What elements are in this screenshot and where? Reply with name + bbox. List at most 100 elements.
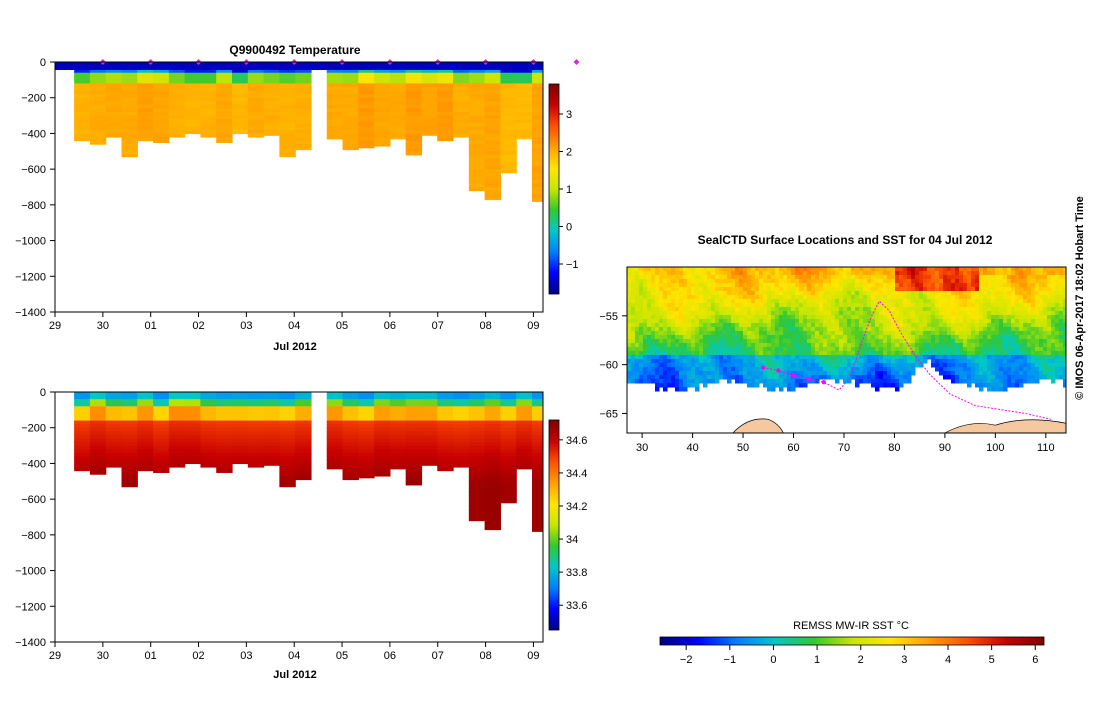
- temperature-cell: [548, 62, 564, 66]
- sst-cell: [1023, 299, 1028, 304]
- sst-cell: [687, 371, 692, 376]
- temperature-cell: [595, 119, 611, 123]
- sst-cell: [811, 331, 816, 336]
- salinity-cell: [453, 410, 469, 414]
- sst-cell: [855, 343, 860, 348]
- sst-cell: [691, 295, 696, 300]
- temperature-cell: [279, 133, 295, 137]
- sst-cell: [783, 335, 788, 340]
- sst-cell: [667, 275, 672, 280]
- sst-cell: [971, 371, 976, 376]
- sst-cell: [799, 287, 804, 292]
- sst-cell: [767, 295, 772, 300]
- sst-cell: [999, 275, 1004, 280]
- sst-cell: [695, 339, 700, 344]
- temperature-cell: [595, 137, 611, 141]
- sst-cell: [1027, 335, 1032, 340]
- temperature-cell: [343, 126, 359, 130]
- sst-cell: [947, 311, 952, 316]
- sst-cell: [835, 267, 840, 272]
- temperature-profile: [611, 62, 627, 143]
- sst-cell: [883, 315, 888, 320]
- sst-cell: [783, 275, 788, 280]
- sst-cell: [631, 319, 636, 324]
- sst-cell: [795, 355, 800, 360]
- salinity-profile: [579, 392, 595, 471]
- salinity-cell: [279, 456, 295, 460]
- salinity-cell: [532, 499, 548, 503]
- sst-cell: [887, 291, 892, 296]
- sst-cell: [635, 315, 640, 320]
- salinity-cell: [469, 463, 485, 467]
- sst-cell: [675, 299, 680, 304]
- sst-cell: [979, 315, 984, 320]
- sst-cell: [827, 315, 832, 320]
- sst-cell: [1043, 343, 1048, 348]
- sst-cell: [907, 351, 912, 356]
- temperature-cell: [358, 112, 374, 116]
- sst-cell: [631, 331, 636, 336]
- sst-cell: [735, 283, 740, 288]
- salinity-cell: [421, 435, 437, 439]
- sst-cell: [707, 291, 712, 296]
- salinity-cell: [279, 471, 295, 475]
- sst-cell: [859, 279, 864, 284]
- sst-cell: [955, 267, 960, 272]
- temperature-cell: [469, 144, 485, 148]
- sst-cell: [731, 367, 736, 372]
- sst-cell: [963, 371, 968, 376]
- salinity-cell: [611, 449, 627, 453]
- sst-cell: [679, 319, 684, 324]
- salinity-cell: [516, 463, 532, 467]
- temperature-cell: [106, 133, 122, 137]
- sst-cell: [771, 275, 776, 280]
- temperature-cell: [469, 141, 485, 145]
- sst-cell: [843, 279, 848, 284]
- sst-cell: [999, 363, 1004, 368]
- salinity-cell: [437, 399, 453, 403]
- sst-cell: [703, 303, 708, 308]
- sst-cell: [679, 331, 684, 336]
- sst-cell: [955, 375, 960, 380]
- sst-cell: [691, 271, 696, 276]
- temperature-cell: [374, 73, 390, 77]
- sst-cell: [827, 307, 832, 312]
- salinity-cell: [358, 471, 374, 475]
- sst-cell: [795, 299, 800, 304]
- sst-cell: [835, 335, 840, 340]
- sst-cell: [871, 319, 876, 324]
- sst-cell: [1027, 267, 1032, 272]
- sst-cell: [739, 283, 744, 288]
- sst-cell: [655, 367, 660, 372]
- sst-cell: [627, 307, 632, 312]
- sst-cell: [775, 343, 780, 348]
- sst-cell: [739, 327, 744, 332]
- salinity-cell: [185, 446, 201, 450]
- temperature-cell: [358, 116, 374, 120]
- sst-cell: [791, 383, 796, 388]
- sst-cell: [631, 335, 636, 340]
- sst-cell: [735, 315, 740, 320]
- sst-cell: [627, 375, 632, 380]
- sst-cell: [851, 295, 856, 300]
- sst-cell: [875, 359, 880, 364]
- sst-cell: [763, 267, 768, 272]
- sst-cell: [803, 331, 808, 336]
- temperature-cell: [137, 101, 153, 105]
- sst-cell: [939, 335, 944, 340]
- sst-cell: [935, 315, 940, 320]
- sst-cell: [947, 271, 952, 276]
- sst-cell: [1003, 351, 1008, 356]
- sst-cell: [867, 283, 872, 288]
- x-tick-label: 29: [49, 320, 61, 332]
- sst-cell: [887, 271, 892, 276]
- sst-cell: [655, 375, 660, 380]
- temperature-cell: [216, 87, 232, 91]
- sst-cell: [915, 335, 920, 340]
- sst-cell: [851, 359, 856, 364]
- sst-cell: [835, 311, 840, 316]
- salinity-cell: [611, 396, 627, 400]
- sst-cell: [1039, 283, 1044, 288]
- salinity-cell: [516, 410, 532, 414]
- sst-cell: [647, 327, 652, 332]
